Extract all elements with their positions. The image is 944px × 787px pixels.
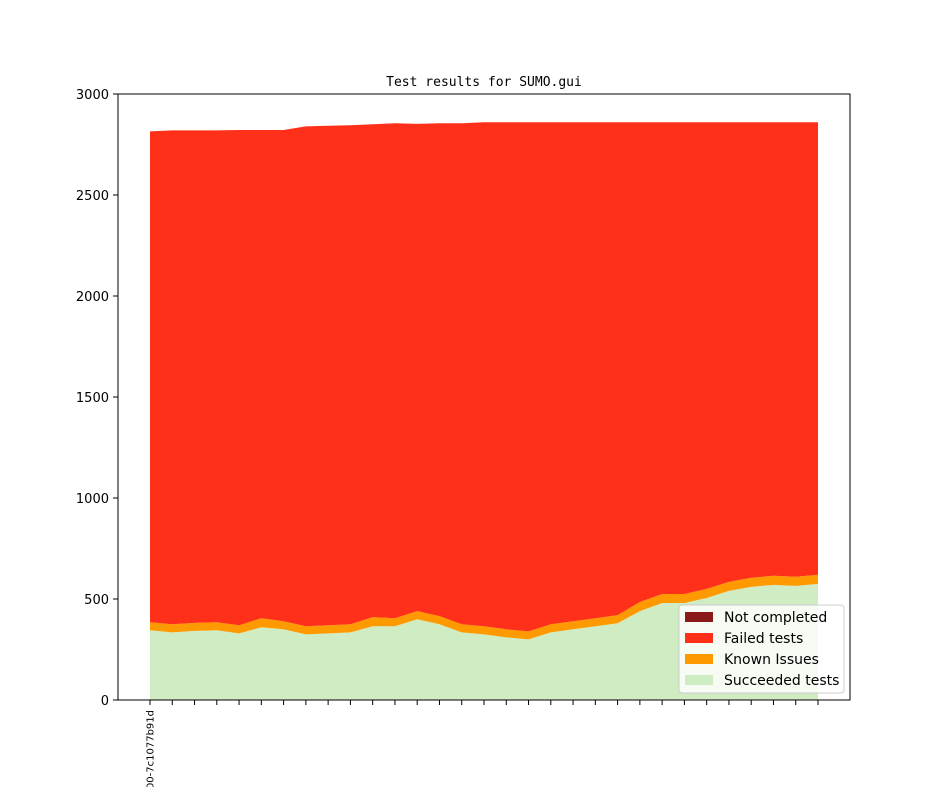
y-tick-label: 3000: [76, 88, 109, 103]
y-tick-label: 2000: [76, 290, 109, 305]
x-axis: 00-7c1077b91d: [146, 700, 819, 787]
area-layers: [150, 122, 818, 700]
y-tick-label: 1500: [76, 391, 109, 406]
y-tick-label: 0: [101, 694, 109, 709]
y-tick-label: 2500: [76, 189, 109, 204]
x-tick-label: 00-7c1077b91d: [146, 710, 157, 787]
area-failed-tests: [150, 122, 818, 632]
legend: Not completed Failed tests Known Issues Suc…: [678, 604, 845, 694]
area-known-issues: [150, 574, 818, 640]
chart-title: Test results for SUMO.gui: [386, 75, 582, 90]
legend-label-succeeded-tests: Succeeded tests: [724, 673, 839, 689]
legend-box: [678, 604, 845, 694]
y-axis: 0 500 1000 1500 2000 2500 3000: [76, 88, 118, 709]
legend-swatch-succeeded-tests: [685, 675, 713, 685]
y-tick-label: 500: [84, 593, 109, 608]
legend-swatch-failed-tests: [685, 633, 713, 643]
legend-label-known-issues: Known Issues: [724, 652, 819, 668]
legend-label-failed-tests: Failed tests: [724, 631, 803, 647]
legend-swatch-known-issues: [685, 654, 713, 664]
legend-swatch-not-completed: [685, 612, 713, 622]
area-succeeded-tests: [150, 583, 818, 700]
legend-label-not-completed: Not completed: [724, 610, 827, 626]
y-tick-label: 1000: [76, 492, 109, 507]
